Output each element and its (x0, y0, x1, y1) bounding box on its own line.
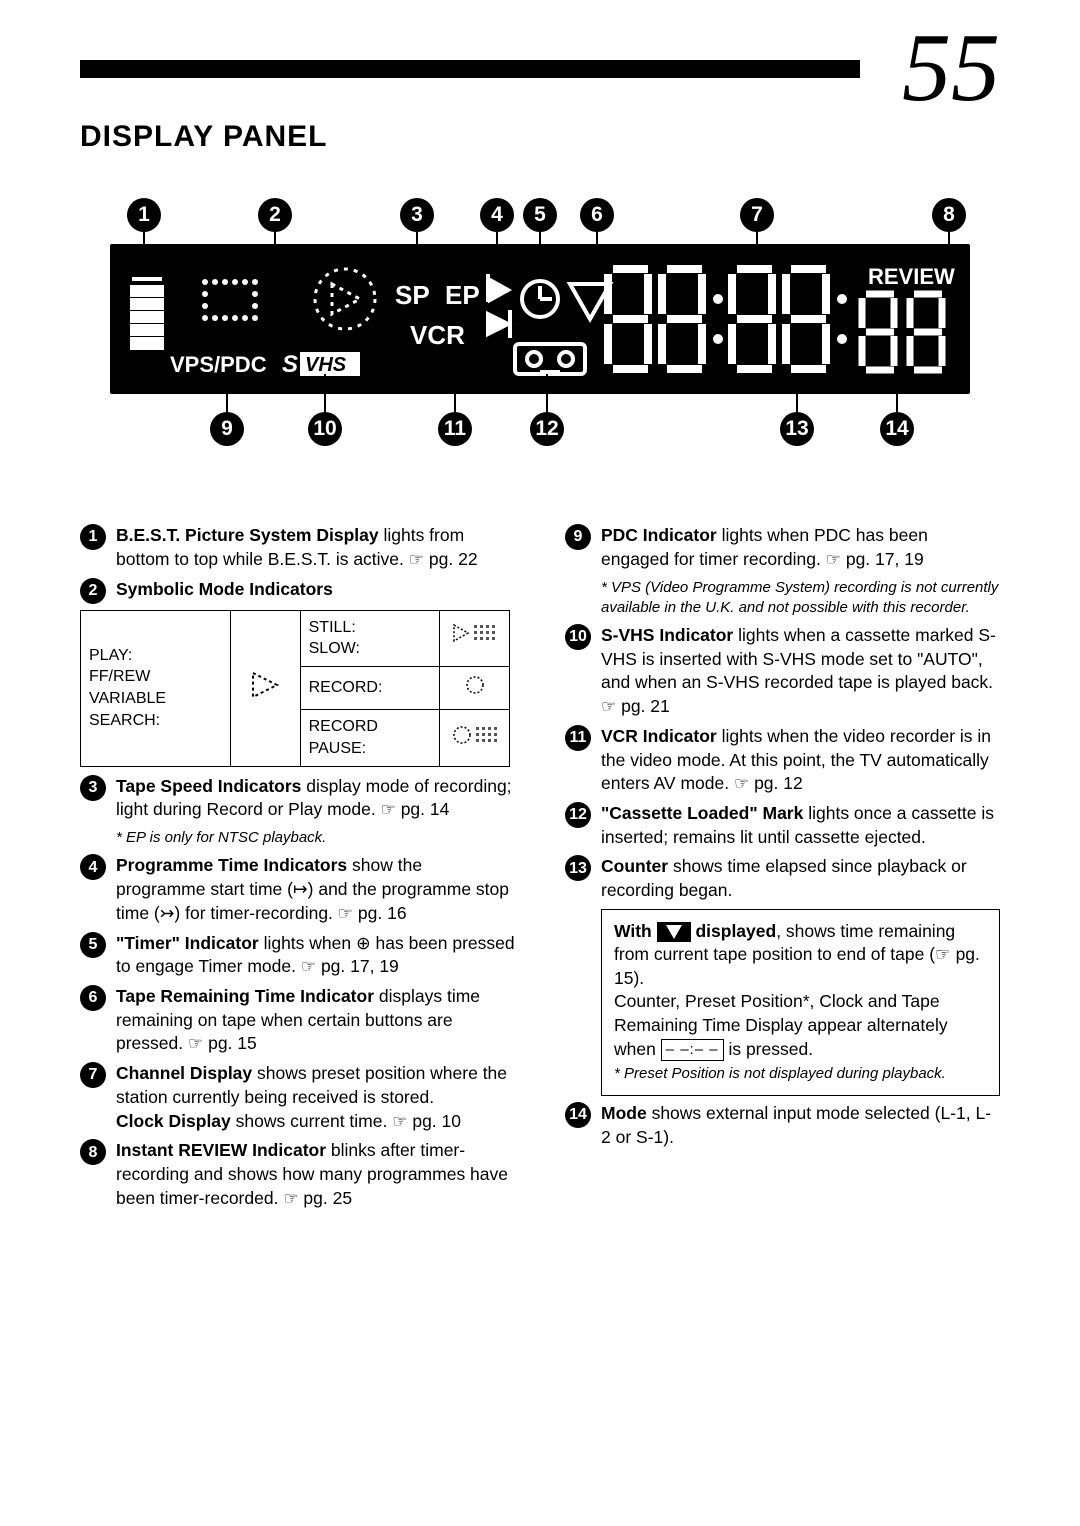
item-bullet: 7 (80, 1062, 106, 1088)
display-key: – –:– – (661, 1039, 724, 1061)
callout-4: 4 (480, 198, 514, 232)
table-play-symbol (230, 610, 300, 766)
callout-6: 6 (580, 198, 614, 232)
callout-1: 1 (127, 198, 161, 232)
item-body: VCR Indicator lights when the video reco… (601, 725, 1000, 796)
list-item: 11 VCR Indicator lights when the video re… (565, 725, 1000, 796)
list-item: 10 S-VHS Indicator lights when a cassette… (565, 624, 1000, 719)
item-body: Instant REVIEW Indicator blinks after ti… (116, 1139, 515, 1210)
list-item: 14 Mode shows external input mode selecte… (565, 1102, 1000, 1149)
display-panel-diagram: 1 2 3 4 5 6 7 8 (80, 204, 1000, 484)
callout-9: 9 (210, 412, 244, 446)
svhs-label: S VHS (282, 351, 360, 378)
callout-12: 12 (530, 412, 564, 446)
item-bullet: 12 (565, 802, 591, 828)
item-bullet: 3 (80, 775, 106, 801)
item-body: Programme Time Indicators show the progr… (116, 854, 515, 925)
item-bullet: 11 (565, 725, 591, 751)
list-item: 8 Instant REVIEW Indicator blinks after t… (80, 1139, 515, 1210)
callout-13: 13 (780, 412, 814, 446)
vpspdc-label: VPS/PDC (170, 352, 267, 377)
item-bullet: 1 (80, 524, 106, 550)
mode-indicator-table: PLAY:FF/REW VARIABLESEARCH:STILL:SLOW:RE… (80, 610, 510, 767)
item-body: "Cassette Loaded" Mark lights once a cas… (601, 802, 1000, 849)
item-body: Symbolic Mode Indicators (116, 578, 515, 604)
item-body: Tape Remaining Time Indicator displays t… (116, 985, 515, 1056)
list-item: 4 Programme Time Indicators show the prog… (80, 854, 515, 925)
table-r1: STILL:SLOW: (300, 610, 439, 666)
page-title: DISPLAY PANEL (80, 120, 1000, 154)
callout-10: 10 (308, 412, 342, 446)
item-bullet: 2 (80, 578, 106, 604)
item-bullet: 5 (80, 932, 106, 958)
ep-label: EP (445, 280, 480, 310)
table-r1-symbol (440, 610, 510, 666)
item-body: Channel Display shows preset position wh… (116, 1062, 515, 1133)
sp-label: SP (395, 280, 430, 310)
callout-3: 3 (400, 198, 434, 232)
list-item: 9 PDC Indicator lights when PDC has been … (565, 524, 1000, 572)
list-item: 12 "Cassette Loaded" Mark lights once a c… (565, 802, 1000, 849)
callout-8: 8 (932, 198, 966, 232)
footnote: * VPS (Video Programme System) recording… (601, 578, 1000, 619)
panel-svg: SP EP VCR VPS/PDC S VHS (110, 244, 970, 394)
description-columns: 1 B.E.S.T. Picture System Display lights … (80, 524, 1000, 1217)
item-bullet: 8 (80, 1139, 106, 1165)
callout-2: 2 (258, 198, 292, 232)
item-bullet: 4 (80, 854, 106, 880)
list-item: 13 Counter shows time elapsed since playb… (565, 855, 1000, 902)
page-number: 55 (902, 12, 1000, 124)
list-item: 7 Channel Display shows preset position w… (80, 1062, 515, 1133)
table-left-cell: PLAY:FF/REW VARIABLESEARCH: (81, 610, 231, 766)
item-bullet: 9 (565, 524, 591, 550)
table-r2-symbol (440, 666, 510, 710)
review-label: REVIEW (868, 264, 955, 289)
table-r3: RECORD PAUSE: (300, 710, 439, 766)
list-item: 5 "Timer" Indicator lights when ⊕ has bee… (80, 932, 515, 980)
item-body: B.E.S.T. Picture System Display lights f… (116, 524, 515, 572)
header-strip (80, 60, 860, 78)
table-r2: RECORD: (300, 666, 439, 710)
item-body: S-VHS Indicator lights when a cassette m… (601, 624, 1000, 719)
item-body: Counter shows time elapsed since playbac… (601, 855, 1000, 902)
right-column: 9 PDC Indicator lights when PDC has been … (565, 524, 1000, 1217)
item-bullet: 13 (565, 855, 591, 881)
vcr-label: VCR (410, 320, 465, 350)
item-bullet: 10 (565, 624, 591, 650)
footnote: * EP is only for NTSC playback. (116, 828, 515, 848)
svg-text:VHS: VHS (305, 354, 347, 376)
callout-5: 5 (523, 198, 557, 232)
callout-7: 7 (740, 198, 774, 232)
header-bar: 55 (80, 30, 1000, 110)
item-body: PDC Indicator lights when PDC has been e… (601, 524, 1000, 572)
item-bullet: 6 (80, 985, 106, 1011)
item-body: "Timer" Indicator lights when ⊕ has been… (116, 932, 515, 980)
svg-text:S: S (282, 351, 298, 378)
callout-14: 14 (880, 412, 914, 446)
list-item: 2 Symbolic Mode Indicators (80, 578, 515, 604)
left-column: 1 B.E.S.T. Picture System Display lights … (80, 524, 515, 1217)
table-r3-symbol (440, 710, 510, 766)
item-body: Tape Speed Indicators display mode of re… (116, 775, 515, 823)
with-displayed-box: With displayed, shows time remaining fro… (601, 909, 1000, 1096)
list-item: 3 Tape Speed Indicators display mode of r… (80, 775, 515, 823)
item-body: Mode shows external input mode selected … (601, 1102, 1000, 1149)
list-item: 6 Tape Remaining Time Indicator displays … (80, 985, 515, 1056)
tape-remaining-icon (657, 922, 691, 942)
list-item: 1 B.E.S.T. Picture System Display lights … (80, 524, 515, 572)
item-bullet: 14 (565, 1102, 591, 1128)
callout-11: 11 (438, 412, 472, 446)
display-panel: SP EP VCR VPS/PDC S VHS (110, 244, 970, 394)
